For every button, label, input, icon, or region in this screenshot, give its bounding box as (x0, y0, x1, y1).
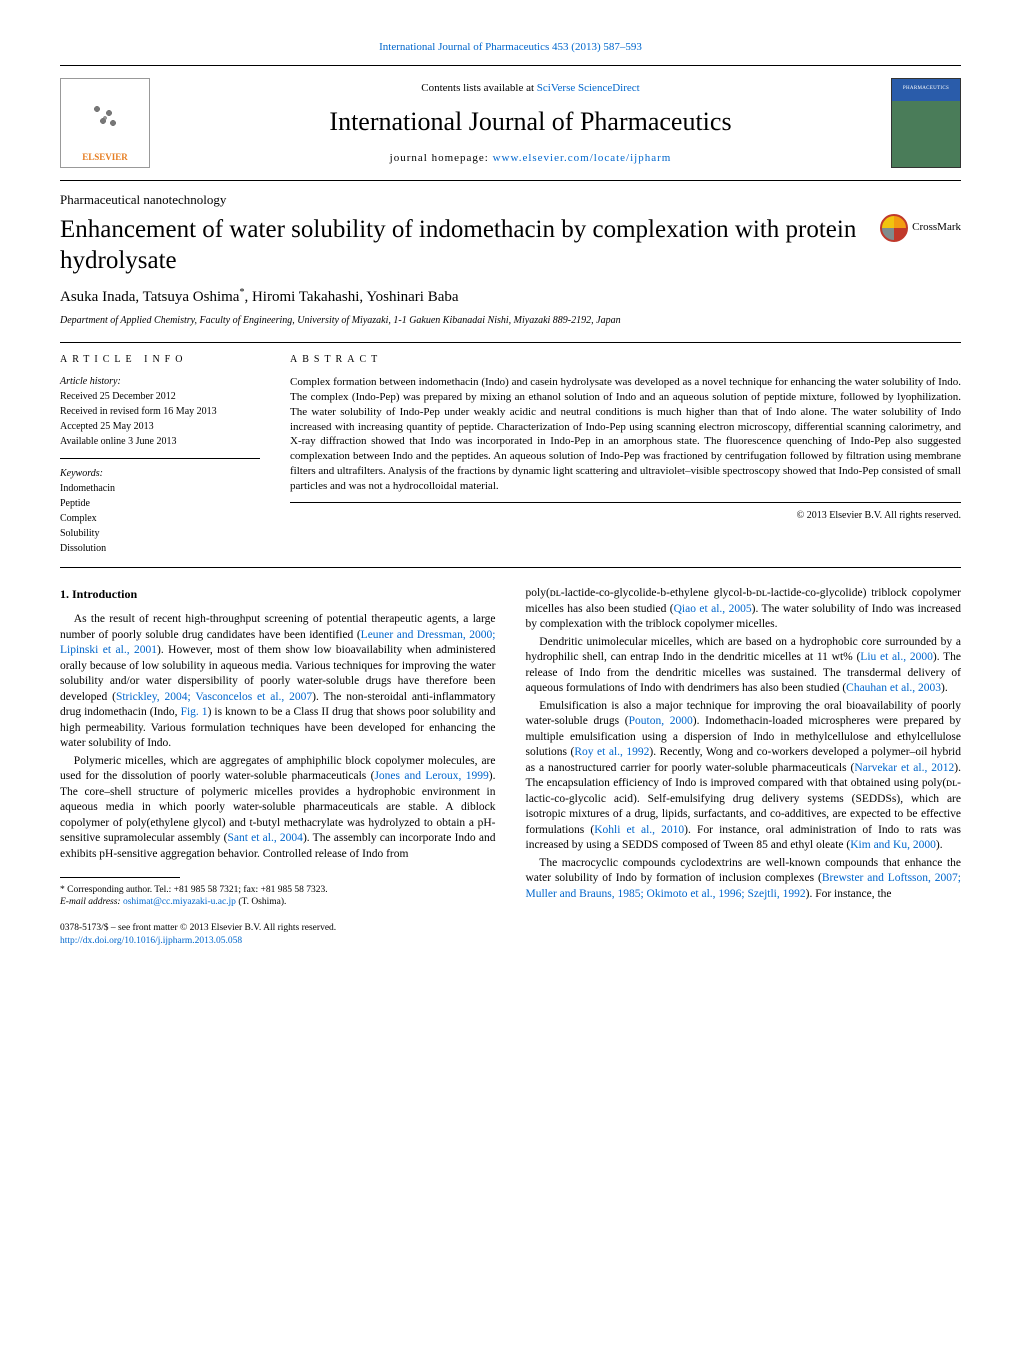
crossmark-badge[interactable]: CrossMark (880, 214, 961, 242)
journal-center: Contents lists available at SciVerse Sci… (170, 81, 891, 166)
issn-line: 0378-5173/$ – see front matter © 2013 El… (60, 922, 496, 935)
left-column: 1. Introduction As the result of recent … (60, 586, 496, 948)
article-info-heading: article info (60, 353, 260, 367)
article-history-block: Article history: Received 25 December 20… (60, 375, 260, 459)
homepage-link[interactable]: www.elsevier.com/locate/ijpharm (493, 152, 672, 164)
footnote-separator (60, 877, 180, 878)
email-link[interactable]: oshimat@cc.miyazaki-u.ac.jp (123, 897, 236, 907)
keywords-label: Keywords: (60, 467, 260, 481)
homepage-prefix: journal homepage: (390, 152, 493, 164)
crossmark-icon (880, 214, 908, 242)
citation-link[interactable]: Chauhan et al., 2003 (846, 682, 941, 694)
citation-link[interactable]: Kohli et al., 2010 (594, 824, 684, 836)
citation-link[interactable]: Kim and Ku, 2000 (850, 839, 936, 851)
body-paragraph: poly(ᴅʟ-lactide-co-glycolide-b-ethylene … (526, 586, 962, 633)
citation-link[interactable]: Liu et al., 2000 (860, 651, 933, 663)
running-header: International Journal of Pharmaceutics 4… (60, 40, 961, 55)
authors-part1: Asuka Inada, Tatsuya Oshima (60, 289, 239, 305)
contents-line: Contents lists available at SciVerse Sci… (170, 81, 891, 96)
online-date: Available online 3 June 2013 (60, 435, 260, 449)
citation-link[interactable]: Jones and Leroux, 1999 (374, 770, 488, 782)
body-columns: 1. Introduction As the result of recent … (60, 586, 961, 948)
sciencedirect-link[interactable]: SciVerse ScienceDirect (537, 82, 640, 94)
email-label: E-mail address: (60, 897, 123, 907)
article-info-column: article info Article history: Received 2… (60, 353, 260, 557)
bottom-block: 0378-5173/$ – see front matter © 2013 El… (60, 922, 496, 948)
elsevier-tree-icon (75, 96, 135, 151)
abstract-copyright: © 2013 Elsevier B.V. All rights reserved… (290, 509, 961, 523)
contents-prefix: Contents lists available at (421, 82, 536, 94)
abstract-text: Complex formation between indomethacin (… (290, 375, 961, 503)
title-row: Enhancement of water solubility of indom… (60, 214, 961, 287)
citation-link[interactable]: International Journal of Pharmaceutics 4… (379, 41, 642, 53)
history-label: Article history: (60, 375, 260, 389)
journal-homepage: journal homepage: www.elsevier.com/locat… (170, 151, 891, 166)
body-paragraph: Polymeric micelles, which are aggregates… (60, 754, 496, 863)
abstract-heading: abstract (290, 353, 961, 367)
corresponding-author-footnote: * Corresponding author. Tel.: +81 985 58… (60, 884, 496, 909)
body-paragraph: The macrocyclic compounds cyclodextrins … (526, 856, 962, 903)
keyword: Indomethacin (60, 482, 260, 496)
elsevier-logo: ELSEVIER (60, 78, 150, 168)
authors-part2: , Hiromi Takahashi, Yoshinari Baba (244, 289, 458, 305)
citation-link[interactable]: Pouton, 2000 (629, 715, 693, 727)
accepted-date: Accepted 25 May 2013 (60, 420, 260, 434)
crossmark-label: CrossMark (912, 220, 961, 235)
intro-heading: 1. Introduction (60, 586, 496, 602)
elsevier-label: ELSEVIER (82, 151, 128, 164)
figure-link[interactable]: Fig. 1 (181, 706, 208, 718)
keyword: Solubility (60, 527, 260, 541)
info-abstract-row: article info Article history: Received 2… (60, 342, 961, 568)
journal-header: ELSEVIER Contents lists available at Sci… (60, 65, 961, 181)
citation-link[interactable]: Strickley, 2004; Vasconcelos et al., 200… (116, 691, 312, 703)
received-date: Received 25 December 2012 (60, 390, 260, 404)
article-title: Enhancement of water solubility of indom… (60, 214, 860, 277)
doi-link[interactable]: http://dx.doi.org/10.1016/j.ijpharm.2013… (60, 936, 242, 946)
affiliation: Department of Applied Chemistry, Faculty… (60, 314, 961, 328)
journal-cover-thumbnail (891, 78, 961, 168)
keywords-block: Keywords: Indomethacin Peptide Complex S… (60, 467, 260, 556)
right-column: poly(ᴅʟ-lactide-co-glycolide-b-ethylene … (526, 586, 962, 948)
body-paragraph: Dendritic unimolecular micelles, which a… (526, 635, 962, 697)
keyword: Peptide (60, 497, 260, 511)
citation-link[interactable]: Sant et al., 2004 (227, 832, 302, 844)
section-label: Pharmaceutical nanotechnology (60, 191, 961, 209)
citation-link[interactable]: Roy et al., 1992 (574, 746, 649, 758)
revised-date: Received in revised form 16 May 2013 (60, 405, 260, 419)
journal-title: International Journal of Pharmaceutics (170, 104, 891, 140)
email-line: E-mail address: oshimat@cc.miyazaki-u.ac… (60, 896, 496, 908)
email-suffix: (T. Oshima). (236, 897, 286, 907)
body-paragraph: As the result of recent high-throughput … (60, 612, 496, 752)
body-paragraph: Emulsification is also a major technique… (526, 699, 962, 854)
citation-link[interactable]: Qiao et al., 2005 (674, 603, 752, 615)
corr-line: * Corresponding author. Tel.: +81 985 58… (60, 884, 496, 896)
keyword: Dissolution (60, 542, 260, 556)
abstract-column: abstract Complex formation between indom… (290, 353, 961, 557)
citation-link[interactable]: Narvekar et al., 2012 (854, 762, 954, 774)
keyword: Complex (60, 512, 260, 526)
authors-line: Asuka Inada, Tatsuya Oshima*, Hiromi Tak… (60, 286, 961, 308)
